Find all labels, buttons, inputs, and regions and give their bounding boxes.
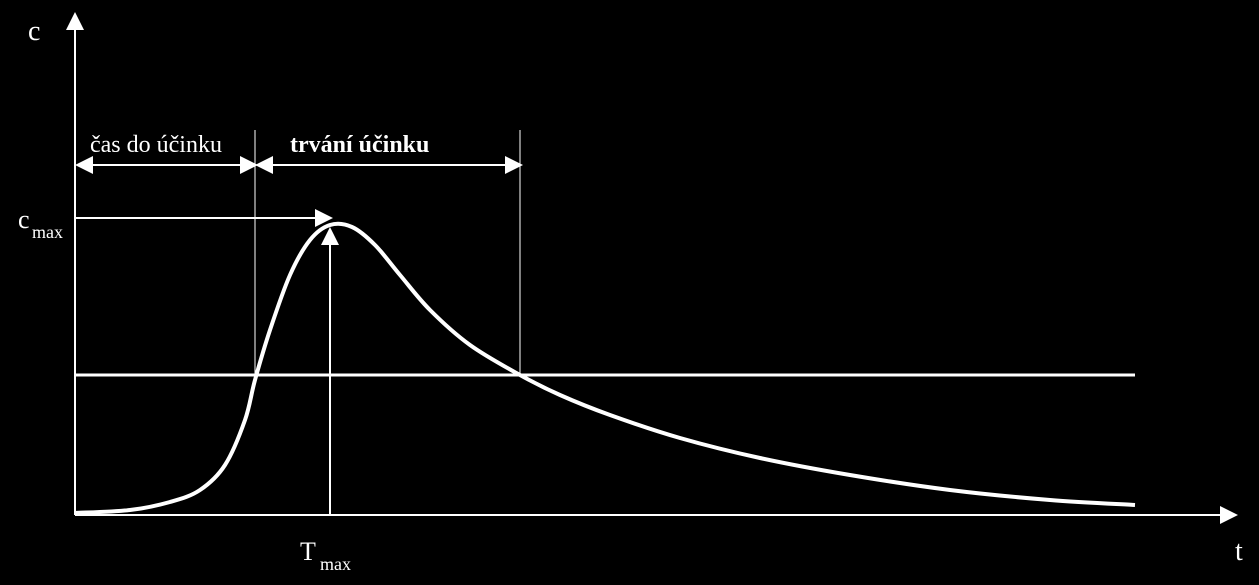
cmax-label: c: [18, 205, 30, 234]
cmax-label-sub: max: [32, 222, 63, 242]
duration-label: trvání účinku: [290, 132, 429, 158]
onset-label: čas do účinku: [90, 132, 222, 158]
pk-chart: c t c max T max čas do účinku trvání úči…: [0, 0, 1259, 585]
tmax-label: T: [300, 537, 316, 566]
tmax-label-sub: max: [320, 554, 351, 574]
y-axis-label: c: [28, 16, 40, 47]
x-axis-label: t: [1235, 536, 1243, 567]
